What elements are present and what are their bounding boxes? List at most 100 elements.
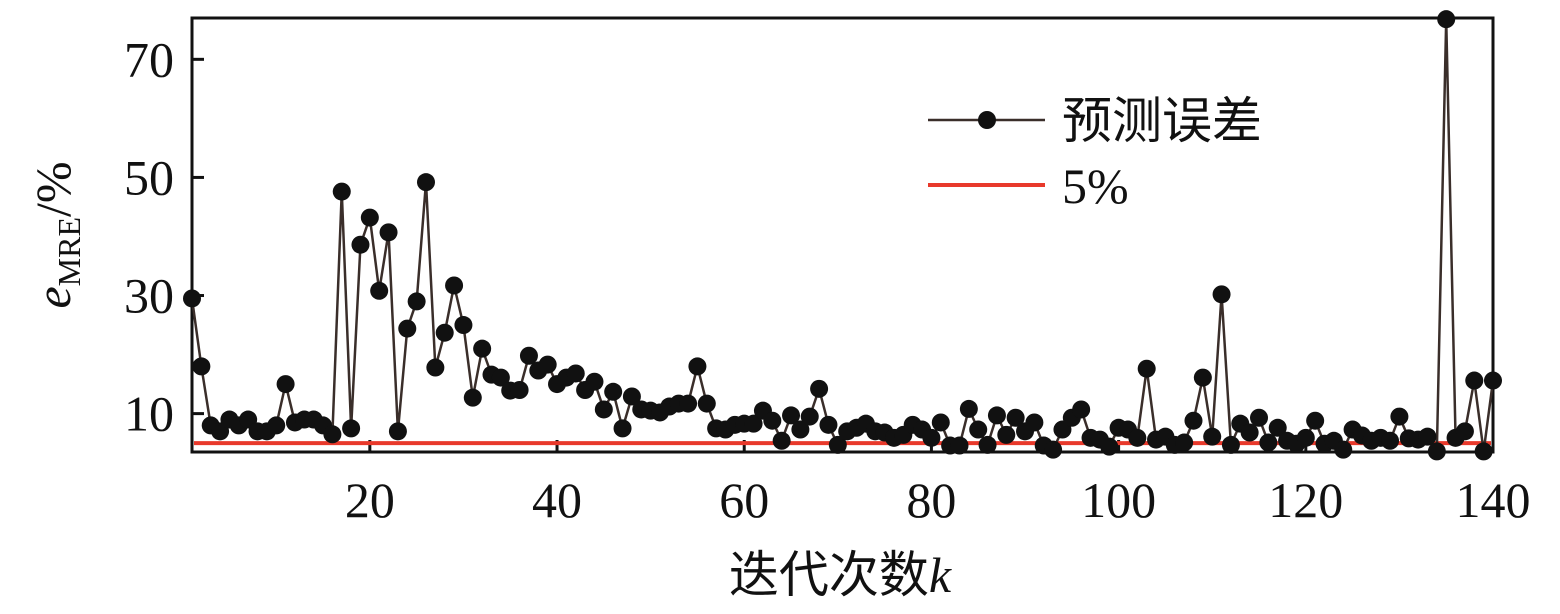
data-point (1484, 371, 1502, 390)
data-point (388, 422, 407, 441)
data-point (183, 289, 201, 308)
y-label-subscript: MRE (51, 217, 87, 286)
data-point (435, 323, 454, 342)
data-point (1203, 427, 1222, 446)
data-point (931, 413, 950, 432)
data-point (969, 420, 988, 439)
data-point (1221, 435, 1240, 454)
data-point (416, 173, 435, 192)
data-point (1306, 411, 1325, 430)
legend-marker (978, 111, 996, 129)
data-point (332, 182, 351, 201)
data-point (744, 414, 763, 433)
data-point (1296, 428, 1315, 447)
data-point (622, 387, 641, 406)
data-point (510, 381, 529, 399)
data-point (772, 431, 791, 450)
x-tick-label: 80 (906, 472, 956, 528)
data-point (688, 357, 707, 376)
data-point (1100, 437, 1119, 456)
data-point (519, 346, 538, 365)
data-point (379, 223, 398, 242)
data-point (398, 319, 417, 338)
data-point (491, 368, 510, 387)
data-point (763, 411, 782, 430)
data-point (566, 364, 585, 383)
data-point (1137, 359, 1156, 378)
data-point (585, 372, 604, 391)
data-point (360, 208, 379, 227)
x-tick-label: 40 (532, 472, 582, 528)
data-point (1390, 407, 1409, 426)
data-point (959, 399, 978, 418)
data-point (342, 419, 361, 438)
data-point (192, 357, 211, 376)
data-point (997, 425, 1016, 444)
data-point (1072, 400, 1091, 419)
x-tick-label: 100 (1081, 472, 1156, 528)
data-point (1437, 10, 1456, 29)
data-point (697, 394, 716, 413)
data-point (604, 382, 623, 401)
data-point (828, 435, 847, 454)
data-point (407, 292, 426, 311)
y-label-suffix: /% (25, 161, 81, 217)
data-point (1184, 411, 1203, 430)
y-tick-label: 70 (124, 31, 174, 87)
y-tick-label: 10 (124, 386, 174, 442)
data-point (819, 415, 838, 434)
data-point (1418, 427, 1437, 446)
x-tick-label: 60 (719, 472, 769, 528)
data-point (1455, 422, 1474, 441)
data-point (1250, 408, 1269, 427)
data-point (613, 419, 632, 438)
data-point (1240, 423, 1259, 442)
data-point (782, 406, 801, 425)
data-point (454, 316, 473, 335)
data-point (276, 375, 295, 394)
data-point (791, 420, 810, 439)
data-point (1381, 431, 1400, 450)
y-tick-label: 30 (124, 268, 174, 324)
data-point (426, 358, 445, 377)
x-label-symbol: k (929, 547, 952, 603)
data-point (1465, 371, 1484, 390)
data-point (538, 355, 557, 374)
data-point (1259, 433, 1278, 452)
legend-label: 5% (1062, 158, 1129, 214)
y-tick-label: 50 (124, 149, 174, 205)
data-point (1006, 408, 1025, 427)
x-axis-label: 迭代次数k (729, 547, 952, 603)
data-point (323, 425, 342, 444)
data-point (1334, 440, 1353, 459)
x-tick-label: 20 (345, 472, 395, 528)
data-point (978, 435, 997, 454)
x-tick-label: 120 (1268, 472, 1343, 528)
data-point (463, 388, 482, 407)
data-point (473, 339, 492, 358)
x-label-text: 迭代次数 (729, 547, 929, 603)
data-point (351, 235, 370, 254)
data-point (679, 394, 698, 413)
data-point (1025, 413, 1044, 432)
data-point (1268, 418, 1287, 437)
data-point (950, 436, 969, 455)
data-point (1044, 440, 1063, 459)
data-point (922, 428, 941, 447)
data-point (800, 407, 819, 426)
legend-label: 预测误差 (1062, 93, 1262, 149)
data-point (810, 379, 829, 398)
data-point (1427, 442, 1446, 461)
data-point (267, 416, 286, 435)
data-point (370, 281, 389, 300)
data-point (445, 276, 464, 295)
y-axis-label: eMRE/% (25, 161, 87, 308)
data-point (1212, 285, 1231, 304)
data-point (594, 400, 613, 419)
y-label-symbol: e (25, 286, 81, 308)
data-point (1175, 433, 1194, 452)
data-point (1193, 368, 1212, 387)
x-tick-label: 140 (1456, 472, 1531, 528)
data-point (1474, 442, 1493, 461)
